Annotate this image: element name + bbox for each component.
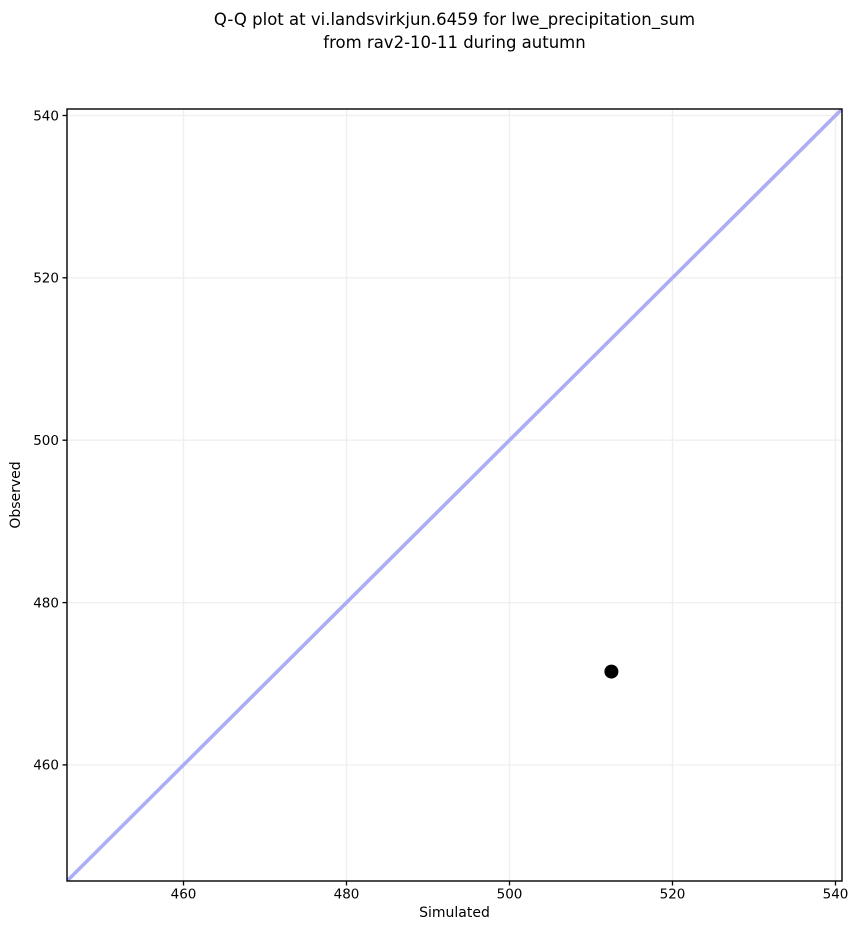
x-tick-label: 500 bbox=[497, 887, 523, 903]
x-axis-label: Simulated bbox=[419, 905, 490, 921]
x-tick-label: 480 bbox=[334, 887, 360, 903]
y-tick-label: 480 bbox=[33, 595, 59, 611]
chart-title-line-2: from rav2-10-11 during autumn bbox=[323, 32, 586, 52]
y-tick-label: 540 bbox=[33, 108, 59, 124]
data-point bbox=[604, 664, 619, 679]
plot-border bbox=[66, 108, 843, 882]
x-tick-label: 460 bbox=[171, 887, 197, 903]
y-tick-label: 520 bbox=[33, 271, 59, 287]
x-tick-label: 520 bbox=[660, 887, 686, 903]
y-axis-label: Observed bbox=[8, 461, 24, 529]
x-tick-label: 540 bbox=[823, 887, 849, 903]
identity-line bbox=[67, 109, 842, 881]
chart-title-line-1: Q-Q plot at vi.landsvirkjun.6459 for lwe… bbox=[213, 10, 696, 29]
y-tick-label: 500 bbox=[33, 433, 59, 449]
chart-title: Q-Q plot at vi.landsvirkjun.6459 for lwe… bbox=[67, 9, 842, 54]
y-tick-label: 460 bbox=[33, 758, 59, 774]
